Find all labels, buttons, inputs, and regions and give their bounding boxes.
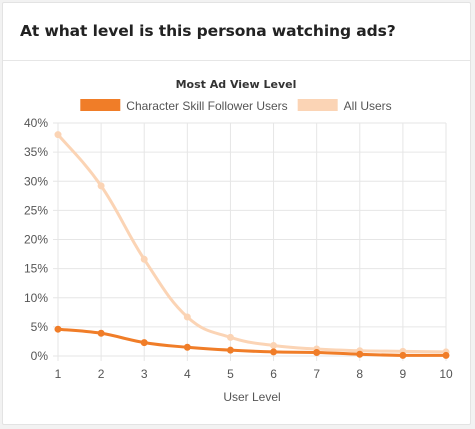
series-line-1	[56, 133, 448, 354]
x-tick-label: 6	[270, 367, 277, 381]
data-point[interactable]	[356, 350, 364, 358]
y-tick-label: 15%	[24, 262, 48, 276]
data-point[interactable]	[54, 325, 62, 333]
series-line-0	[56, 327, 448, 357]
y-axis: 0% 5% 10% 15% 20% 25% 30% 35% 40%	[24, 116, 48, 363]
chart-card: At what level is this persona watching a…	[2, 2, 471, 425]
data-point[interactable]	[226, 346, 234, 354]
data-point[interactable]	[270, 348, 278, 356]
data-point[interactable]	[97, 329, 105, 337]
x-tick-label: 8	[356, 367, 363, 381]
x-tick-label: 3	[141, 367, 148, 381]
card-title: At what level is this persona watching a…	[20, 22, 396, 40]
chart-grid	[53, 122, 447, 361]
x-tick-label: 7	[313, 367, 320, 381]
y-tick-label: 35%	[24, 145, 48, 159]
x-axis-title: User Level	[223, 390, 280, 404]
chart-legend: Character Skill Follower Users All Users	[80, 99, 392, 113]
legend-label: All Users	[344, 99, 392, 113]
x-axis: 1 2 3 4 5 6 7 8 9 10	[55, 367, 453, 381]
data-point[interactable]	[270, 342, 278, 350]
legend-label: Character Skill Follower Users	[126, 99, 287, 113]
x-tick-label: 2	[98, 367, 105, 381]
data-point[interactable]	[226, 333, 234, 341]
data-point[interactable]	[183, 343, 191, 351]
chart-series	[54, 131, 450, 359]
x-tick-label: 5	[227, 367, 234, 381]
x-tick-label: 9	[400, 367, 407, 381]
legend-swatch[interactable]	[297, 99, 338, 111]
x-tick-label: 10	[439, 367, 453, 381]
data-point[interactable]	[140, 255, 148, 263]
y-tick-label: 0%	[31, 349, 49, 363]
y-tick-label: 25%	[24, 203, 48, 217]
data-point[interactable]	[97, 182, 105, 190]
data-point[interactable]	[183, 313, 191, 321]
y-tick-label: 40%	[24, 116, 48, 130]
legend-swatch[interactable]	[80, 99, 121, 111]
x-tick-label: 4	[184, 367, 191, 381]
x-tick-label: 1	[55, 367, 62, 381]
data-point[interactable]	[54, 131, 62, 139]
data-point[interactable]	[140, 339, 148, 347]
y-tick-label: 30%	[24, 174, 48, 188]
card-header: At what level is this persona watching a…	[3, 3, 470, 61]
y-tick-label: 10%	[24, 291, 48, 305]
y-tick-label: 5%	[31, 320, 49, 334]
y-tick-label: 20%	[24, 233, 48, 247]
data-point[interactable]	[399, 351, 407, 359]
chart-title: Most Ad View Level	[176, 78, 297, 91]
data-point[interactable]	[313, 349, 321, 357]
data-point[interactable]	[442, 351, 450, 359]
